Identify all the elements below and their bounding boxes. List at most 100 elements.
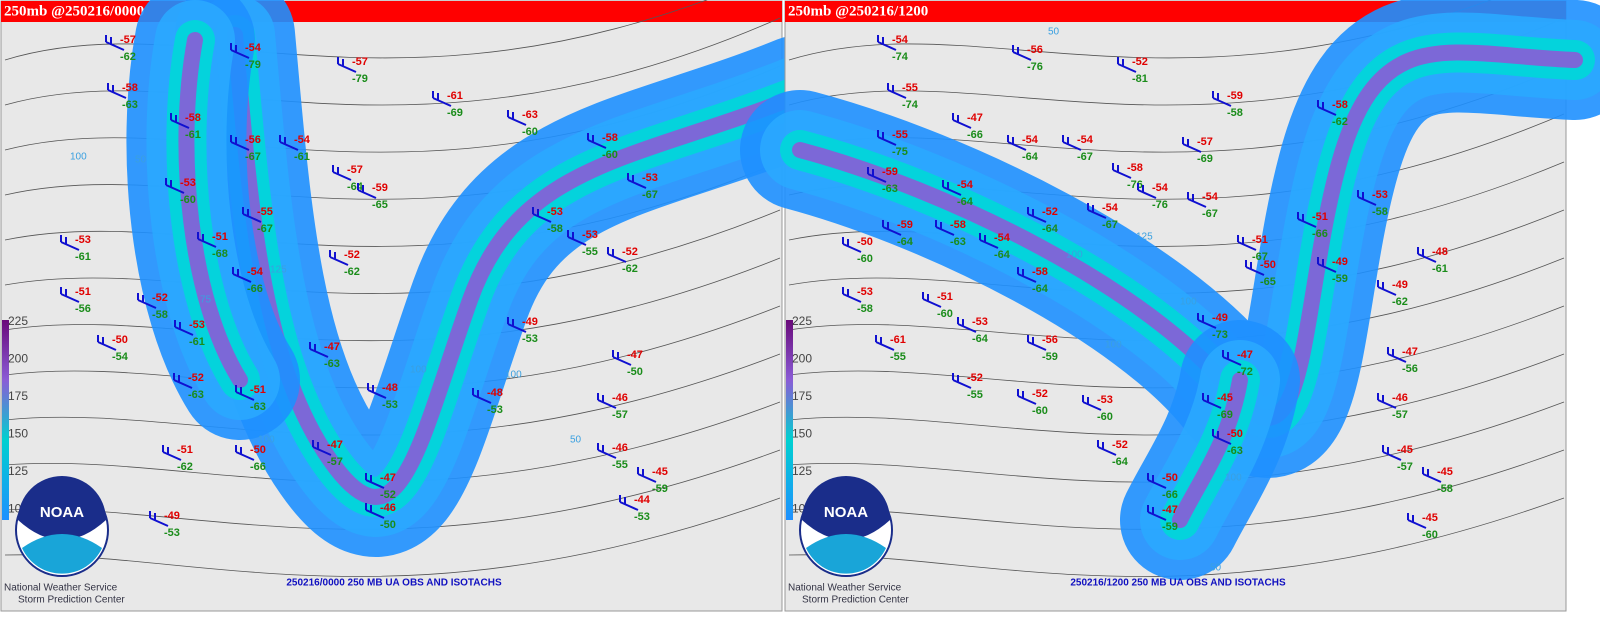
wind-barb: [1187, 192, 1207, 208]
temperature: -51: [250, 384, 266, 396]
dewpoint: -58: [857, 303, 873, 315]
dewpoint: -67: [1102, 219, 1118, 231]
temperature: -46: [1392, 392, 1408, 404]
temperature: -47: [327, 439, 343, 451]
dewpoint: -55: [890, 351, 906, 363]
footer-line: Storm Prediction Center: [18, 595, 125, 606]
contour-label: 100: [258, 435, 275, 446]
dewpoint: -57: [612, 409, 628, 421]
wind-barb: [97, 335, 117, 351]
wind-barb: [1237, 235, 1257, 251]
wind-barb: [597, 393, 617, 409]
wind-barb: [567, 230, 587, 246]
wind-barb: [367, 383, 387, 399]
temperature: -63: [522, 109, 538, 121]
temperature: -50: [112, 334, 128, 346]
dewpoint: -54: [112, 351, 129, 363]
dewpoint: -69: [1217, 409, 1233, 421]
wind-barb: [1082, 395, 1102, 411]
temperature: -49: [522, 316, 538, 328]
temperature: -54: [892, 34, 909, 46]
contour-label: 50: [1210, 563, 1222, 574]
dewpoint: -62: [344, 266, 360, 278]
wind-barb: [1387, 347, 1407, 363]
contour-label: 125: [1136, 232, 1153, 243]
temperature: -47: [967, 112, 983, 124]
temperature: -45: [1397, 444, 1413, 456]
wind-barb: [612, 350, 632, 366]
contour-label: 100: [1225, 473, 1242, 484]
temperature: -47: [627, 349, 643, 361]
wind-barb: [532, 207, 552, 223]
logo-wave: [22, 534, 102, 574]
temperature: -58: [1032, 266, 1048, 278]
dewpoint: -64: [1022, 151, 1039, 163]
logo-text: NOAA: [824, 504, 868, 521]
panel-title: 250mb @250216/0000: [4, 3, 144, 19]
wind-barb: [867, 167, 887, 183]
wind-barb: [230, 135, 250, 151]
wind-barb: [137, 293, 157, 309]
wind-barb: [952, 113, 972, 129]
dewpoint: -60: [857, 253, 873, 265]
temperature: -56: [245, 134, 261, 146]
dewpoint: -63: [250, 401, 266, 413]
wind-barb: [1212, 429, 1232, 445]
temperature: -58: [1332, 99, 1348, 111]
dewpoint: -60: [1422, 529, 1438, 541]
dewpoint: -67: [1252, 251, 1268, 263]
temperature: -45: [652, 466, 668, 478]
dewpoint: -50: [380, 519, 396, 531]
wind-barb: [107, 83, 127, 99]
wind-barb: [472, 388, 492, 404]
isotach-band: [227, 27, 808, 505]
temperature: -48: [1432, 246, 1448, 258]
map-panel: 250mb @250216/0000 225 200 175 150 125 100 100 5…: [0, 0, 860, 612]
dewpoint: -79: [352, 73, 368, 85]
temperature: -52: [1112, 439, 1128, 451]
temperature: -54: [1022, 134, 1039, 146]
legend-label: 150: [8, 427, 28, 441]
dewpoint: -57: [1392, 409, 1408, 421]
dewpoint: -59: [652, 483, 668, 495]
contour-label: 50: [135, 155, 147, 166]
temperature: -46: [612, 392, 628, 404]
temperature: -51: [937, 291, 953, 303]
temperature: -48: [487, 387, 503, 399]
temperature: -54: [1202, 191, 1219, 203]
dewpoint: -62: [177, 461, 193, 473]
temperature: -45: [1437, 466, 1453, 478]
dewpoint: -55: [582, 246, 598, 258]
temperature: -59: [897, 219, 913, 231]
temperature: -47: [380, 472, 396, 484]
temperature: -53: [582, 229, 598, 241]
temperature: -51: [1312, 211, 1328, 223]
wind-barb: [1317, 257, 1337, 273]
logo-top: [802, 476, 890, 540]
dewpoint: -58: [1372, 206, 1388, 218]
wind-barb: [170, 113, 190, 129]
wind-barb: [105, 35, 125, 51]
wind-barb: [365, 503, 385, 519]
dewpoint: -59: [1332, 273, 1348, 285]
wind-barb: [332, 165, 352, 181]
dewpoint: -67: [245, 151, 261, 163]
dewpoint: -61: [189, 336, 205, 348]
wind-barb: [1027, 207, 1047, 223]
wind-barb: [637, 467, 657, 483]
wind-barb: [1382, 445, 1402, 461]
temperature: -58: [950, 219, 966, 231]
wind-barb: [957, 317, 977, 333]
dewpoint: -73: [1212, 329, 1228, 341]
temperature: -52: [1032, 388, 1048, 400]
wind-barb: [174, 320, 194, 336]
temperature: -55: [902, 82, 918, 94]
isotach-band: [1172, 372, 1248, 528]
dewpoint: -75: [892, 146, 908, 158]
dewpoint: -67: [1077, 151, 1093, 163]
wind-barb: [1017, 389, 1037, 405]
temperature: -45: [1217, 392, 1233, 404]
dewpoint: -59: [1162, 521, 1178, 533]
temperature: -58: [602, 132, 618, 144]
wind-barb: [312, 440, 332, 456]
